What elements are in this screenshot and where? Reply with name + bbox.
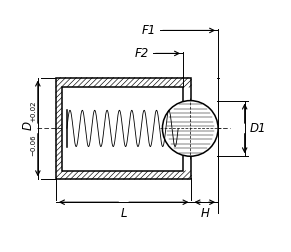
Text: D: D: [22, 121, 35, 131]
Circle shape: [162, 101, 218, 156]
Text: F1: F1: [142, 24, 156, 37]
Bar: [56, 78, 191, 179]
Text: H: H: [200, 207, 209, 219]
Text: +0.02: +0.02: [31, 101, 36, 122]
Text: D1: D1: [250, 122, 267, 135]
Text: −0.06: −0.06: [31, 135, 36, 156]
Bar: [62, 87, 183, 171]
Text: F2: F2: [135, 47, 149, 60]
Bar: [56, 78, 191, 179]
Text: L: L: [120, 207, 127, 219]
